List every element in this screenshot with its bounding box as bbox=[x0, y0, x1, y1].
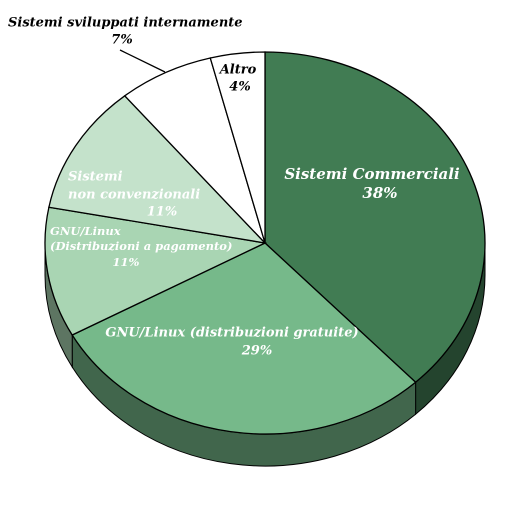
pie-slice bbox=[71, 242, 417, 435]
slice-label: Sistemi Commerciali bbox=[284, 165, 460, 183]
value-label: 4% bbox=[229, 80, 250, 95]
leader-line bbox=[119, 49, 166, 73]
slice-label: Altro bbox=[218, 63, 257, 78]
slice-label: (Distribuzioni a pagamento) bbox=[50, 239, 232, 253]
pie-slice bbox=[264, 51, 486, 384]
value-label: 29% bbox=[241, 344, 272, 359]
value-label: 38% bbox=[362, 184, 397, 202]
pie-slice bbox=[209, 51, 266, 244]
slice-label: Sistemi sviluppati internamente bbox=[8, 16, 243, 31]
pie-slice bbox=[44, 206, 268, 336]
value-label: 7% bbox=[111, 33, 132, 48]
value-label: 11% bbox=[147, 205, 177, 220]
slice-label: GNU/Linux bbox=[50, 224, 121, 238]
slice-label: non convenzionali bbox=[68, 188, 200, 203]
pie-slice bbox=[48, 94, 267, 244]
value-label: 11% bbox=[113, 255, 140, 269]
slice-label: GNU/Linux (distribuzioni gratuite) bbox=[105, 326, 358, 341]
slice-label: Sistemi bbox=[68, 170, 123, 185]
